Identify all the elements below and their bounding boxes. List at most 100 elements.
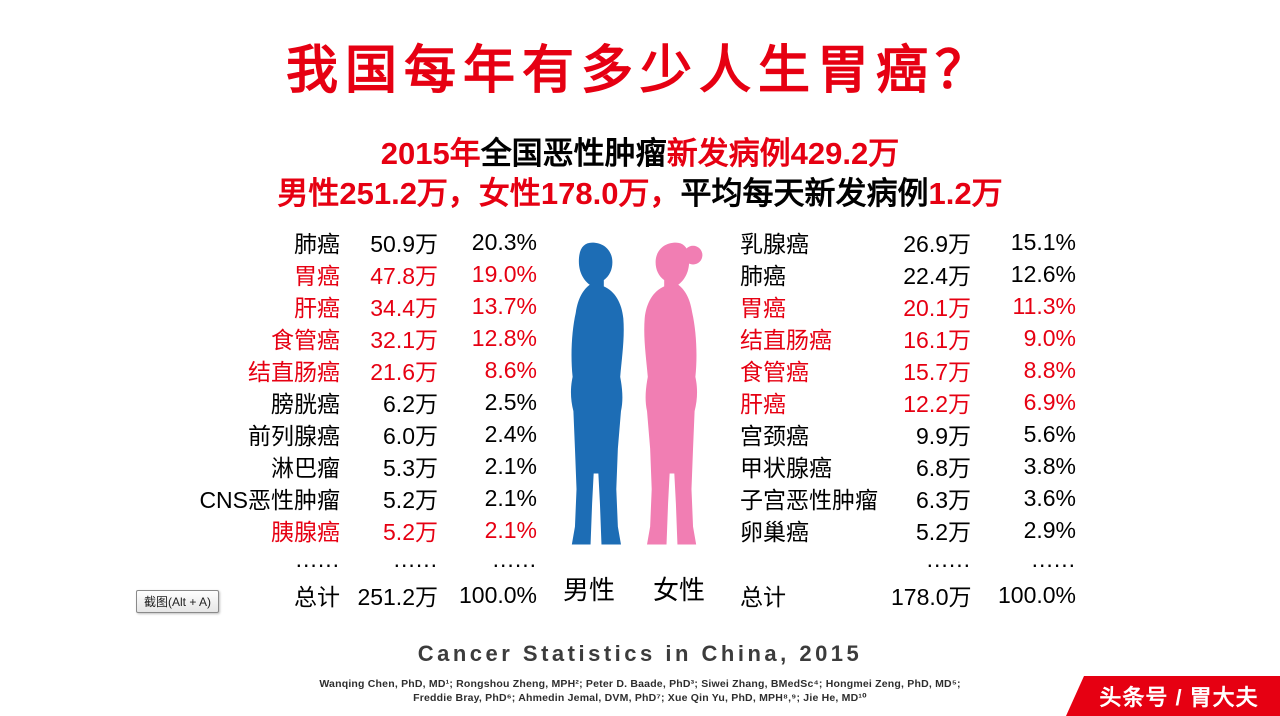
cancer-cases: 12.2万 (903, 391, 971, 417)
cancer-cases: 22.4万 (903, 263, 971, 289)
cancer-percent: 2.5% (484, 388, 537, 415)
cancer-cases: 5.2万 (383, 519, 438, 545)
cancer-cases: 9.9万 (916, 423, 971, 449)
cancer-percent: 12.6% (1010, 260, 1076, 287)
male-cancer-table: 肺癌 50.9万 20.3% 胃癌 47.8万 19.0% 肝癌 34.4万 1… (140, 226, 537, 612)
cancer-name: CNS恶性肿瘤 (199, 487, 340, 513)
subtitle-segment: 平均每天新发病例 (680, 176, 929, 211)
cancer-cases: 26.9万 (903, 231, 971, 257)
female-cancer-table: 乳腺癌 26.9万 15.1% 肺癌 22.4万 12.6% 胃癌 20.1万 … (740, 226, 1076, 612)
cancer-cases: 6.2万 (383, 391, 438, 417)
cancer-cases: 178.0万 (891, 584, 972, 610)
cancer-name: 结直肠癌 (248, 359, 340, 385)
table-row: 肝癌 34.4万 13.7% (140, 290, 537, 322)
cancer-percent: 8.8% (1023, 356, 1076, 383)
subtitle: 2015年全国恶性肿瘤新发病例429.2万 男性251.2万，女性178.0万，… (0, 134, 1280, 214)
cancer-cases: 34.4万 (370, 295, 438, 321)
cancer-percent: 2.1% (484, 516, 537, 543)
cancer-name: 前列腺癌 (248, 423, 340, 449)
table-row: 结直肠癌 16.1万 9.0% (740, 322, 1076, 354)
female-label: 女性 (652, 575, 705, 605)
page-title: 我国每年有多少人生胃癌？ (285, 42, 994, 100)
cancer-name: 甲状腺癌 (740, 455, 832, 481)
cancer-cases: 32.1万 (370, 327, 438, 353)
screenshot-tooltip[interactable]: 截图(Alt + A) (136, 590, 220, 613)
cancer-cases: 20.1万 (903, 295, 971, 321)
cancer-name: 胰腺癌 (271, 519, 340, 545)
female-figure: 女性 (640, 224, 718, 607)
subtitle-line-1: 2015年全国恶性肿瘤新发病例429.2万 (0, 134, 1280, 174)
cancer-percent: 2.1% (484, 484, 537, 511)
cancer-name: 乳腺癌 (740, 231, 809, 257)
table-row: 膀胱癌 6.2万 2.5% (140, 386, 537, 418)
cancer-name: 总计 (294, 584, 340, 610)
table-row: 宫颈癌 9.9万 5.6% (740, 418, 1076, 450)
male-silhouette-icon (570, 242, 624, 545)
cancer-name: 淋巴瘤 (271, 455, 340, 481)
cancer-cases: 5.3万 (383, 455, 438, 481)
authors-line-2: Freddie Bray, PhD⁶; Ahmedin Jemal, DVM, … (413, 692, 867, 704)
cancer-percent: ...... (492, 545, 537, 572)
cancer-percent: 3.8% (1023, 452, 1076, 479)
subtitle-segment: 男性251.2万，女性178.0万， (277, 176, 681, 211)
cancer-name: 肺癌 (740, 263, 786, 289)
cancer-name: 胃癌 (294, 263, 340, 289)
table-row: 结直肠癌 21.6万 8.6% (140, 354, 537, 386)
watermark-ribbon: 头条号 / 胃大夫 (1066, 676, 1280, 716)
subtitle-segment: 1.2万 (928, 176, 1003, 211)
cancer-name: 卵巢癌 (740, 519, 809, 545)
female-silhouette-icon (644, 242, 703, 545)
cancer-percent: 9.0% (1023, 324, 1076, 351)
table-row: 甲状腺癌 6.8万 3.8% (740, 450, 1076, 482)
cancer-cases: ...... (393, 545, 438, 572)
table-row: 总计 178.0万 100.0% (740, 578, 1076, 612)
cancer-cases: 6.8万 (916, 455, 971, 481)
cancer-percent: 12.8% (471, 324, 537, 351)
cancer-name: 结直肠癌 (740, 327, 832, 353)
cancer-cases: 251.2万 (357, 584, 438, 610)
cancer-percent: 2.1% (484, 452, 537, 479)
table-row: ...... ...... (740, 546, 1076, 572)
cancer-cases: 21.6万 (370, 359, 438, 385)
paper-title: Cancer Statistics in China, 2015 (417, 641, 863, 666)
cancer-percent: 11.3% (1012, 292, 1076, 319)
table-row: 肺癌 22.4万 12.6% (740, 258, 1076, 290)
cancer-name: 肝癌 (740, 391, 786, 417)
cancer-name: 膀胱癌 (271, 391, 340, 417)
authors-line-1: Wanqing Chen, PhD, MD¹; Rongshou Zheng, … (319, 678, 961, 690)
cancer-name: 宫颈癌 (740, 423, 809, 449)
cancer-cases: 6.3万 (916, 487, 971, 513)
cancer-percent: 15.1% (1010, 228, 1076, 255)
table-row: 淋巴瘤 5.3万 2.1% (140, 450, 537, 482)
cancer-cases: 47.8万 (370, 263, 438, 289)
subtitle-line-2: 男性251.2万，女性178.0万，平均每天新发病例1.2万 (0, 174, 1280, 214)
subtitle-segment: 全国恶性肿瘤 (480, 136, 667, 171)
table-row: 肺癌 50.9万 20.3% (140, 226, 537, 258)
cancer-cases: 6.0万 (383, 423, 438, 449)
subtitle-segment: 2015年 (380, 136, 481, 171)
cancer-name: ...... (295, 545, 340, 572)
table-row: 卵巢癌 5.2万 2.9% (740, 514, 1076, 546)
cancer-cases: 5.2万 (916, 519, 971, 545)
gender-figures: 男性 女性 (550, 224, 718, 607)
paper-authors: Wanqing Chen, PhD, MD¹; Rongshou Zheng, … (0, 677, 1280, 705)
cancer-cases: 16.1万 (903, 327, 971, 353)
cancer-percent: 100.0% (997, 581, 1076, 608)
table-row: 胰腺癌 5.2万 2.1% (140, 514, 537, 546)
table-row: 胃癌 47.8万 19.0% (140, 258, 537, 290)
cancer-name: 子宫恶性肿瘤 (740, 487, 878, 513)
table-row: 肝癌 12.2万 6.9% (740, 386, 1076, 418)
cancer-name: 食管癌 (271, 327, 340, 353)
table-row: 总计 251.2万 100.0% (140, 578, 537, 612)
cancer-percent: 2.4% (484, 420, 537, 447)
cancer-percent: 20.3% (471, 228, 537, 255)
cancer-percent: 19.0% (471, 260, 537, 287)
cancer-name: 食管癌 (740, 359, 809, 385)
cancer-name: 总计 (740, 584, 786, 610)
cancer-percent: 6.9% (1023, 388, 1076, 415)
table-row: 食管癌 15.7万 8.8% (740, 354, 1076, 386)
cancer-name: 胃癌 (740, 295, 786, 321)
table-row: 乳腺癌 26.9万 15.1% (740, 226, 1076, 258)
cancer-percent: ...... (1031, 545, 1076, 572)
